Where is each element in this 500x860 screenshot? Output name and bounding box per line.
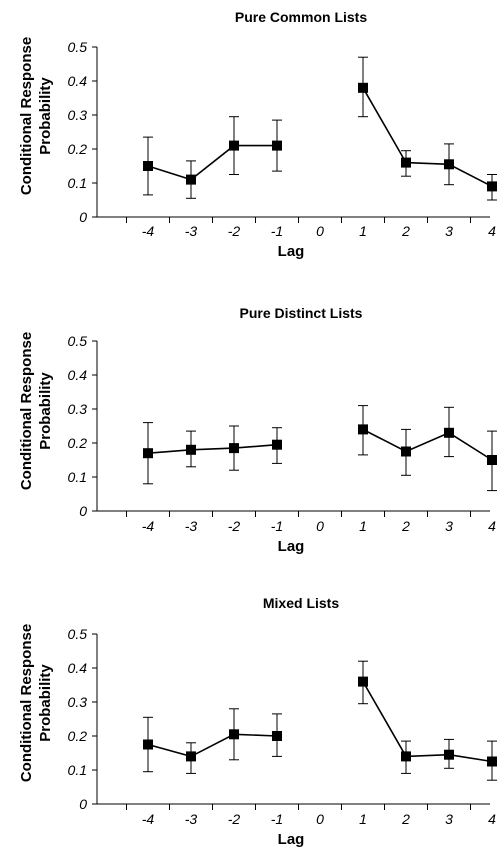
x-tick-label: -4 xyxy=(142,223,155,239)
data-point-marker xyxy=(444,427,454,438)
series-line-segment xyxy=(147,144,277,181)
x-axis-label: Lag xyxy=(278,243,305,260)
x-tick-label: 1 xyxy=(359,518,367,534)
y-tick-label: 0.5 xyxy=(68,626,88,642)
data-point-marker xyxy=(358,82,368,93)
x-tick-label: -2 xyxy=(228,223,241,239)
data-point-marker xyxy=(143,739,153,750)
data-point-marker xyxy=(358,424,368,435)
x-tick-label: -4 xyxy=(142,518,155,534)
data-point-marker xyxy=(186,174,196,185)
x-tick-label: -3 xyxy=(185,223,198,239)
x-tick-label: 1 xyxy=(359,223,367,239)
x-axis-label: Lag xyxy=(278,831,305,848)
data-point-marker xyxy=(229,140,239,151)
y-tick-label: 0.1 xyxy=(68,469,87,485)
x-tick-label: -4 xyxy=(142,811,155,827)
y-tick-label: 0.2 xyxy=(68,728,88,744)
data-point-marker xyxy=(186,444,196,455)
x-tick-label: 2 xyxy=(401,811,410,827)
y-axis-label-line: Conditional Response xyxy=(18,332,35,490)
y-tick-label: 0.3 xyxy=(68,107,88,123)
data-point-marker xyxy=(444,749,454,760)
x-tick-label: -2 xyxy=(228,518,241,534)
y-tick-label: 0.4 xyxy=(68,660,88,676)
data-point-marker xyxy=(272,140,282,151)
y-tick-label: 0.5 xyxy=(68,333,88,349)
chart-title: Pure Common Lists xyxy=(235,9,367,25)
x-tick-label: -1 xyxy=(271,518,283,534)
y-tick-label: 0.3 xyxy=(68,694,88,710)
y-axis-label-line: Probability xyxy=(37,664,54,742)
data-point-marker xyxy=(229,443,239,454)
series-line-segment xyxy=(362,87,493,188)
x-tick-label: 4 xyxy=(488,223,496,239)
y-axis-label-line: Conditional Response xyxy=(18,624,35,782)
x-tick-label: -3 xyxy=(185,811,198,827)
y-tick-label: 0 xyxy=(79,209,87,225)
y-tick-label: 0.1 xyxy=(68,175,87,191)
series-line-segment xyxy=(362,428,493,461)
y-tick-label: 0.5 xyxy=(68,39,88,55)
data-point-marker xyxy=(272,731,282,741)
series-line-segment xyxy=(362,681,493,763)
y-axis-label: Conditional Response Probability xyxy=(18,624,54,782)
data-point-marker xyxy=(487,455,497,465)
data-point-marker xyxy=(487,756,497,767)
x-tick-label: -1 xyxy=(271,811,283,827)
y-tick-label: 0.2 xyxy=(68,141,88,157)
y-axis-label-line: Probability xyxy=(37,372,54,450)
panel-pure-distinct: Pure Distinct Lists 0 0.1 0.2 0.3 0.4 0.5 -4 -3 -… xyxy=(18,305,497,555)
data-point-marker xyxy=(272,439,282,450)
y-tick-label: 0 xyxy=(79,796,87,812)
data-point-marker xyxy=(229,729,239,740)
data-point-marker xyxy=(401,157,411,168)
data-point-marker xyxy=(401,446,411,457)
x-axis-label: Lag xyxy=(278,538,305,555)
x-tick-label: 3 xyxy=(445,811,453,827)
x-tick-label: 2 xyxy=(401,223,410,239)
y-axis-label: Conditional Response Probability xyxy=(18,332,54,490)
x-tick-label: 0 xyxy=(316,518,324,534)
x-tick-label: -3 xyxy=(185,518,198,534)
chart-title: Mixed Lists xyxy=(263,595,339,611)
y-tick-label: 0.4 xyxy=(68,73,88,89)
data-point-marker xyxy=(487,181,497,192)
y-axis-label: Conditional Response Probability xyxy=(18,37,54,195)
x-tick-label: 3 xyxy=(445,223,453,239)
x-tick-label: 3 xyxy=(445,518,453,534)
data-point-marker xyxy=(358,676,368,687)
x-tick-label: 0 xyxy=(316,811,324,827)
data-point-marker xyxy=(444,159,454,170)
x-tick-label: 4 xyxy=(488,518,496,534)
y-tick-label: 0.4 xyxy=(68,367,88,383)
x-tick-label: 4 xyxy=(488,811,496,827)
x-tick-label: -1 xyxy=(271,223,283,239)
y-axis-label-line: Conditional Response xyxy=(18,37,35,195)
panel-pure-common: Pure Common Lists 0 0.1 0.2 0.3 0.4 0.5 -4 -3 -2 -… xyxy=(18,9,497,260)
y-axis-label-line: Probability xyxy=(37,77,54,155)
x-tick-label: 2 xyxy=(401,518,410,534)
data-point-marker xyxy=(143,448,153,459)
chart-title: Pure Distinct Lists xyxy=(240,305,363,321)
y-tick-label: 0.1 xyxy=(68,762,87,778)
x-tick-label: 1 xyxy=(359,811,367,827)
data-point-marker xyxy=(401,751,411,762)
y-tick-label: 0.3 xyxy=(68,401,88,417)
panel-mixed: Mixed Lists 0 0.1 0.2 0.3 0.4 0.5 -4 -3 -2 -1 0 1 2 3 4… xyxy=(18,595,497,848)
series-line-segment xyxy=(147,733,278,758)
x-tick-label: 0 xyxy=(316,223,324,239)
y-tick-label: 0 xyxy=(79,503,87,519)
data-point-marker xyxy=(143,161,153,171)
x-tick-label: -2 xyxy=(228,811,241,827)
data-point-marker xyxy=(186,751,196,762)
series-line-segment xyxy=(147,443,278,454)
y-tick-label: 0.2 xyxy=(68,435,88,451)
